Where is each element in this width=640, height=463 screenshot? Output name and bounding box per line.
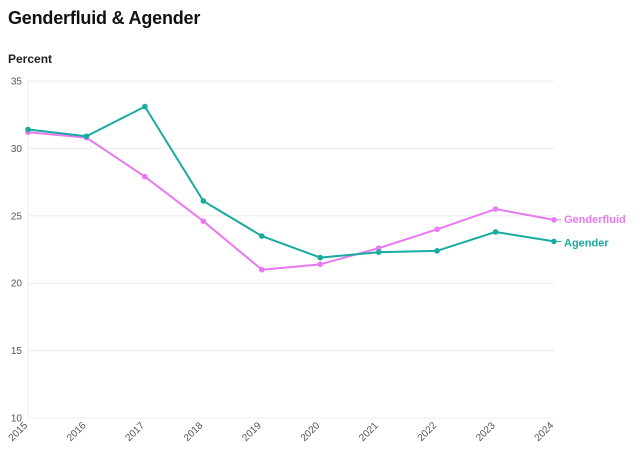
series-layer <box>25 103 557 273</box>
x-axis-ticks: 2015 2016 2017 2018 2019 2020 2021 2022 2023 2024 <box>7 420 557 444</box>
data-point-agender <box>551 238 557 245</box>
series-line-agender <box>27 105 555 259</box>
data-point-genderfluid <box>434 226 440 233</box>
y-tick-label: 20 <box>11 279 23 290</box>
gridlines <box>27 80 554 419</box>
x-tick-label: 2019 <box>240 420 264 444</box>
y-axis-ticks: 10 15 20 25 30 35 <box>11 77 23 425</box>
data-point-genderfluid <box>258 266 265 273</box>
data-point-genderfluid <box>492 206 499 212</box>
data-point-agender <box>375 249 382 255</box>
data-point-agender <box>258 233 265 239</box>
x-tick-label: 2022 <box>416 420 440 444</box>
data-point-agender <box>200 198 207 204</box>
series-line-genderfluid <box>27 131 555 271</box>
y-tick-label: 30 <box>11 144 23 155</box>
series-label-genderfluid: Genderfluid <box>564 214 626 226</box>
x-tick-label: 2018 <box>182 420 206 444</box>
series-label-agender: Agender <box>564 237 609 249</box>
y-tick-label: 15 <box>11 346 23 357</box>
data-point-agender <box>142 103 148 110</box>
x-tick-label: 2020 <box>299 420 323 444</box>
data-point-agender <box>25 126 31 133</box>
data-point-genderfluid <box>375 245 382 251</box>
y-axis-label: Percent <box>8 52 53 66</box>
data-point-genderfluid <box>200 218 207 224</box>
x-tick-label: 2024 <box>533 420 557 444</box>
x-tick-label: 2017 <box>123 420 147 444</box>
data-point-agender <box>434 248 440 254</box>
data-point-agender <box>83 133 90 140</box>
data-point-agender <box>492 229 499 235</box>
data-point-genderfluid <box>551 217 557 223</box>
x-tick-label: 2023 <box>474 420 498 444</box>
y-tick-label: 25 <box>11 211 23 222</box>
y-tick-label: 35 <box>11 77 23 88</box>
data-point-genderfluid <box>142 173 148 180</box>
x-tick-label: 2021 <box>357 420 381 444</box>
chart-title: Genderfluid & Agender <box>8 8 201 28</box>
data-point-genderfluid <box>317 261 324 268</box>
x-tick-label: 2016 <box>65 420 89 444</box>
series-labels: Genderfluid Agender <box>557 214 626 249</box>
data-point-agender <box>317 254 324 261</box>
y-tick-label: 10 <box>11 414 23 425</box>
